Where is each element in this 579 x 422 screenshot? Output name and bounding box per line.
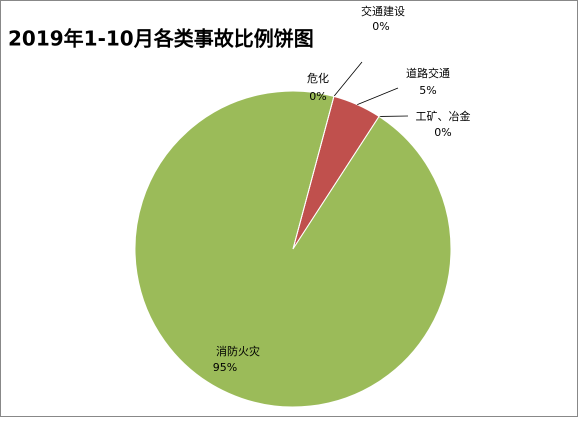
slice-label: 道路交通 <box>406 66 450 80</box>
slice-value-label: 0% <box>309 90 326 103</box>
slice-label: 交通建设 <box>361 4 405 18</box>
slice-value-label: 0% <box>372 20 389 33</box>
slice-label: 危化 <box>307 71 329 85</box>
slice-label: 消防火灾 <box>216 344 260 358</box>
chart-title: 2019年1-10月各类事故比例饼图 <box>8 27 314 51</box>
slice-value-label: 5% <box>419 84 436 97</box>
slice-label: 工矿、冶金 <box>416 109 471 123</box>
slice-value-label: 0% <box>434 126 451 139</box>
slice-value-label: 95% <box>213 361 237 374</box>
